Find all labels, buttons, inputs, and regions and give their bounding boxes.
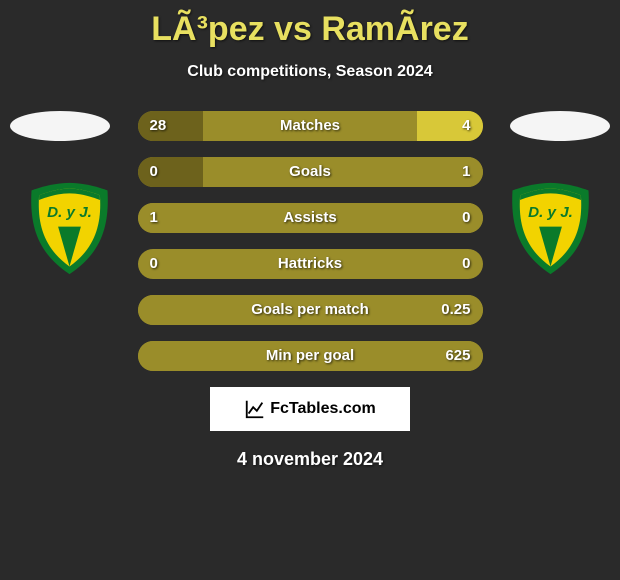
stat-value-right: 0 xyxy=(462,249,470,279)
team-badge-right: D. y J. xyxy=(503,181,598,276)
stat-row: Min per goal625 xyxy=(138,341,483,371)
stat-row: Goals0 1 xyxy=(138,157,483,187)
stat-value-right: 0 xyxy=(462,203,470,233)
stat-label: Matches xyxy=(138,111,483,141)
badge-left-label: D. y J. xyxy=(47,204,92,221)
stat-value-left: 28 xyxy=(150,111,167,141)
comparison-content: D. y J. D. y J. Matches284Goals01Assists… xyxy=(0,111,620,470)
player-avatar-right xyxy=(510,111,610,141)
stat-row: Matches28 4 xyxy=(138,111,483,141)
team-badge-left: D. y J. xyxy=(22,181,117,276)
stat-row: Hattricks0 0 xyxy=(138,249,483,279)
stat-value-left: 1 xyxy=(150,203,158,233)
stat-value-left: 0 xyxy=(150,157,158,187)
player-avatar-left xyxy=(10,111,110,141)
stat-value-left: 0 xyxy=(150,249,158,279)
stat-label: Assists xyxy=(138,203,483,233)
branding-box: FcTables.com xyxy=(210,387,410,431)
stat-label: Min per goal xyxy=(138,341,483,371)
stat-bars: Matches284Goals01Assists10Hattricks00Goa… xyxy=(138,111,483,371)
stat-row: Assists1 0 xyxy=(138,203,483,233)
shield-icon: D. y J. xyxy=(22,181,117,276)
stat-value-right: 4 xyxy=(462,111,470,141)
chart-icon xyxy=(244,398,266,420)
brand-text: FcTables.com xyxy=(270,400,376,418)
comparison-date: 4 november 2024 xyxy=(0,449,620,470)
stat-value-right: 0.25 xyxy=(441,295,470,325)
stat-label: Goals per match xyxy=(138,295,483,325)
stat-row: Goals per match0.25 xyxy=(138,295,483,325)
stat-label: Goals xyxy=(138,157,483,187)
stat-value-right: 625 xyxy=(445,341,470,371)
badge-right-label: D. y J. xyxy=(528,204,573,221)
comparison-title: LÃ³pez vs RamÃ­rez xyxy=(0,0,620,49)
stat-value-right: 1 xyxy=(462,157,470,187)
shield-icon: D. y J. xyxy=(503,181,598,276)
stat-label: Hattricks xyxy=(138,249,483,279)
comparison-subtitle: Club competitions, Season 2024 xyxy=(0,63,620,81)
